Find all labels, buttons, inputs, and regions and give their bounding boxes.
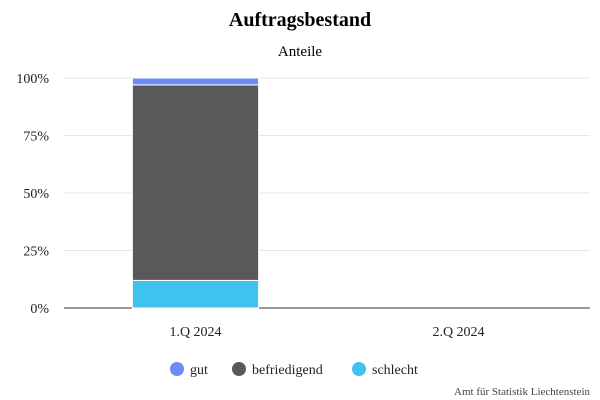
chart-title: Auftragsbestand	[229, 9, 371, 31]
legend: gut befriedigend schlecht	[170, 362, 418, 378]
bar-segment-schlecht[interactable]	[131, 279, 260, 309]
y-tick-label: 100%	[16, 72, 49, 87]
x-axis: 1.Q 2024 2.Q 2024	[169, 325, 484, 340]
bar-segment-gut[interactable]	[131, 77, 260, 86]
legend-swatch-befriedigend[interactable]	[232, 362, 246, 376]
x-tick-label: 1.Q 2024	[169, 325, 221, 340]
y-axis: 0% 25% 50% 75% 100%	[16, 72, 49, 317]
y-tick-label: 0%	[30, 302, 49, 317]
credit-text[interactable]: Amt für Statistik Liechtenstein	[454, 386, 590, 398]
x-tick-label: 2.Q 2024	[432, 325, 484, 340]
y-tick-label: 25%	[23, 245, 49, 260]
y-tick-label: 50%	[23, 187, 49, 202]
bars	[131, 77, 260, 309]
chart-subtitle: Anteile	[278, 44, 322, 60]
bar-segment-befriedigend[interactable]	[131, 84, 260, 281]
y-tick-label: 75%	[23, 130, 49, 145]
legend-label-schlecht[interactable]: schlecht	[372, 363, 418, 378]
legend-label-gut[interactable]: gut	[190, 363, 208, 378]
legend-swatch-gut[interactable]	[170, 362, 184, 376]
legend-label-befriedigend[interactable]: befriedigend	[252, 363, 323, 378]
legend-swatch-schlecht[interactable]	[352, 362, 366, 376]
